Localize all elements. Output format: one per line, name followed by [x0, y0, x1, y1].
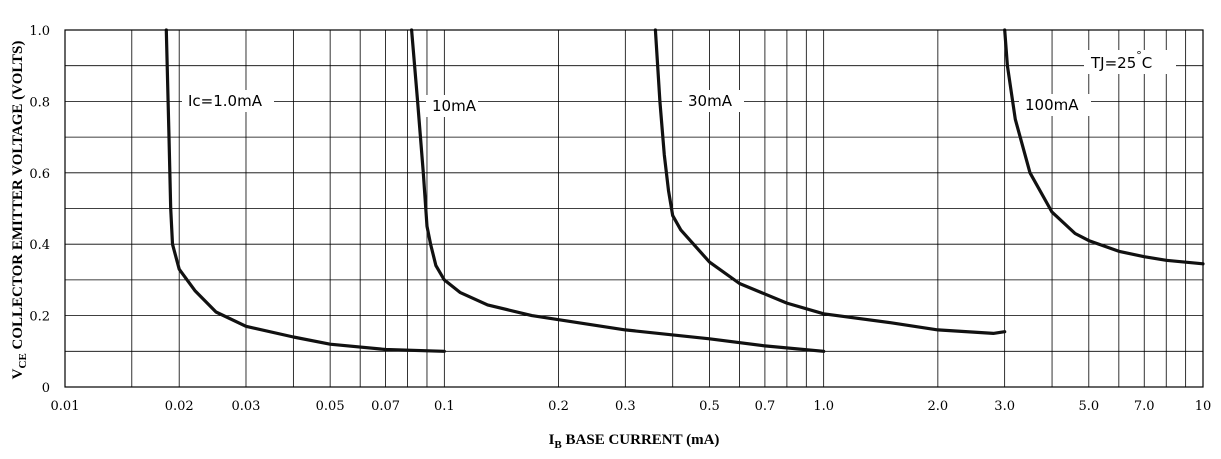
x-tick-label: 0.02: [165, 399, 194, 414]
x-tick-label: 3.0: [994, 399, 1015, 414]
y-tick-label: 0.2: [29, 310, 50, 325]
plot-frame: [64, 29, 1204, 388]
x-axis-title: IB BASE CURRENT (mA): [549, 432, 720, 451]
x-tick-label: 0.05: [316, 399, 345, 414]
curve-label-backdrop: [682, 90, 744, 112]
x-tick-label: 2.0: [928, 399, 949, 414]
x-tick-label: 0.3: [615, 399, 636, 414]
curve-label: Ic=1.0mA: [188, 92, 263, 110]
curve-label-backdrop: [1019, 94, 1091, 116]
x-tick-label: 5.0: [1078, 399, 1099, 414]
series-line: [410, 28, 826, 353]
curve-label-backdrop: [182, 90, 274, 112]
curve-label-backdrop: [426, 95, 478, 117]
y-tick-label: 0.8: [29, 95, 50, 110]
y-tick-label: 1.0: [29, 24, 50, 39]
series-line: [1003, 28, 1205, 266]
x-tick-label: 0.07: [371, 399, 400, 414]
x-tick-label: 7.0: [1134, 399, 1155, 414]
annotation-backdrop: [1084, 50, 1176, 74]
curve-label: 30mA: [688, 92, 733, 110]
x-tick-label: 1.0: [813, 399, 834, 414]
temperature-annotation: TJ=25°C: [1090, 49, 1152, 72]
x-tick-label: 0.7: [755, 399, 776, 414]
x-tick-label: 0.5: [699, 399, 720, 414]
x-tick-label: 0.2: [548, 399, 569, 414]
x-tick-label: 0.03: [232, 399, 261, 414]
series-line: [653, 28, 1007, 335]
curves: [164, 28, 1205, 353]
y-tick-label: 0.4: [29, 238, 50, 253]
y-axis-title: VCE COLLECTOR EMITTER VOLTAGE (VOLTS): [10, 41, 29, 380]
curve-label: 10mA: [432, 97, 477, 115]
x-tick-label: 10: [1195, 399, 1212, 414]
y-tick-label: 0: [42, 381, 50, 396]
curve-label: 100mA: [1025, 96, 1079, 114]
curve-labels: Ic=1.0mA 10mA 30mA 100mA: [182, 50, 1176, 117]
x-tick-label: 0.1: [434, 399, 455, 414]
tick-labels: 0.01 0.02 0.03 0.05 0.07 0.1 0.2 0.3 0.5 0.7 1.0 2.…: [29, 24, 1211, 414]
y-tick-label: 0.6: [29, 167, 50, 182]
x-tick-label: 0.01: [51, 399, 80, 414]
series-line: [164, 28, 446, 353]
